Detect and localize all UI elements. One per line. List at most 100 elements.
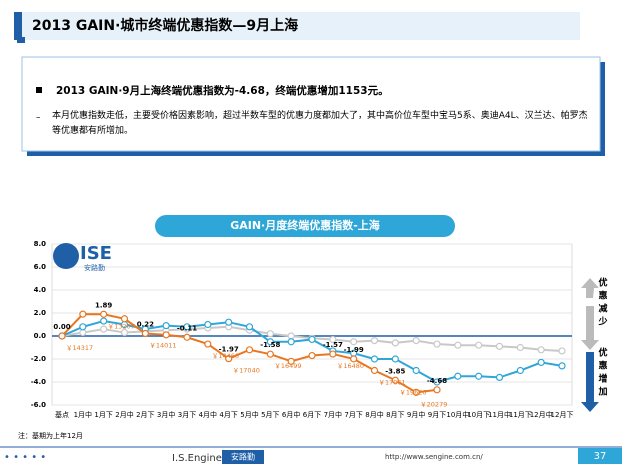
x-tick-label: 3月下 (178, 411, 196, 419)
side-label: 增 (598, 373, 607, 385)
price-label: ￥16480 (337, 362, 364, 370)
series-point (370, 366, 379, 375)
footer-brand-cn: 安路勤 (231, 452, 255, 462)
series-point (308, 351, 316, 360)
series-point (245, 346, 254, 354)
price-label: ￥17040 (233, 367, 260, 375)
header-dot (17, 37, 25, 43)
logo-globe (53, 243, 79, 269)
x-tick-label: 6月下 (303, 411, 321, 419)
side-label: 少 (597, 316, 607, 328)
point-label: -1.97 (219, 346, 239, 354)
series-point (100, 317, 108, 325)
series-point (183, 333, 191, 341)
series-point (162, 331, 170, 339)
point-label: -1.99 (344, 346, 364, 354)
series-point (350, 338, 358, 346)
x-tick-label: 1月下 (94, 411, 112, 419)
series-point (433, 340, 441, 348)
summary-detail: 本月优惠指数走低，主要受价格因素影响，超过半数车型的优惠力度都加大了，其中高价位… (52, 111, 588, 136)
series-point (433, 378, 441, 386)
x-tick-label: 10月中 (446, 410, 469, 419)
series-point (350, 355, 358, 363)
side-label: 加 (597, 386, 607, 398)
x-tick-label: 8月中 (365, 410, 383, 419)
series-point (287, 338, 295, 346)
series-point (558, 347, 566, 355)
x-tick-label: 8月下 (386, 411, 404, 419)
price-label: ￥19626 (399, 388, 426, 396)
y-tick-label: 4.0 (34, 286, 47, 294)
price-label: ￥13207 (108, 322, 135, 330)
chart-title: GAIN·月度终端优惠指数-上海 (230, 218, 380, 232)
x-tick-label: 2月下 (136, 411, 154, 419)
y-tick-label: 2.0 (34, 309, 47, 317)
footer-brand-bg (222, 450, 264, 464)
x-tick-label: 2月中 (115, 410, 133, 419)
series-point (391, 339, 399, 347)
point-label: 0.22 (137, 320, 154, 328)
header-title: 2013 GAIN·城市终端优惠指数—9月上海 (32, 17, 298, 34)
series-point (329, 350, 337, 358)
x-tick-label: 1月中 (74, 410, 92, 419)
series-point (266, 330, 274, 338)
series-point (516, 343, 524, 352)
series-point (308, 335, 316, 344)
page-number: 37 (594, 451, 607, 462)
x-tick-label: 9月下 (428, 411, 446, 419)
price-label: ￥14011 (149, 341, 176, 349)
footer-url: http://www.sengine.com.cn/ (385, 453, 483, 461)
y-tick-label: -6.0 (31, 401, 46, 409)
x-tick-label: 4月下 (219, 411, 237, 419)
y-tick-label: -4.0 (31, 378, 46, 386)
series-point (370, 355, 379, 363)
y-tick-label: -2.0 (31, 355, 46, 363)
down-arrow (581, 352, 599, 412)
series-point (412, 337, 420, 345)
series-point (225, 355, 233, 363)
series-point (162, 322, 170, 330)
series-point (100, 325, 108, 333)
x-tick-label: 9月中 (407, 410, 425, 419)
plot-area (51, 243, 573, 406)
logo-mark: ISE (80, 243, 112, 264)
dash: – (36, 113, 41, 123)
series-point (183, 323, 191, 331)
series-point (120, 315, 129, 323)
price-label: ￥14317 (66, 344, 93, 352)
series-point (141, 329, 149, 338)
x-tick-label: 6月中 (282, 410, 300, 419)
series-point (79, 323, 87, 331)
point-label: -1.58 (260, 341, 280, 349)
page-bg (578, 448, 622, 464)
side-label: 优 (598, 277, 607, 289)
price-label: ￥16499 (274, 362, 301, 370)
series-point (266, 338, 274, 346)
up-arrow (581, 278, 599, 298)
header-band (14, 12, 580, 40)
point-label: -0.11 (177, 324, 197, 332)
series-point (433, 386, 441, 394)
price-label: ￥20279 (420, 400, 447, 408)
logo-name: 安路勤 (84, 263, 105, 272)
summary-box (21, 56, 601, 152)
x-tick-label: 7月中 (324, 410, 342, 419)
series-point (266, 350, 274, 358)
x-tick-label: 5月中 (240, 410, 258, 419)
series-point (454, 341, 462, 349)
x-tick-label: 3月中 (157, 410, 175, 419)
footer-dots: • • • • • (4, 452, 46, 463)
series-point (120, 328, 129, 337)
series-point (475, 372, 483, 380)
note: 注：基期为上年12月 (18, 431, 83, 440)
y-tick-label: 0.0 (34, 332, 47, 340)
series-point (329, 335, 337, 344)
y-tick-label: 8.0 (34, 240, 47, 248)
series-point (391, 376, 399, 384)
series-point (454, 372, 462, 380)
x-tick-label: 11月中 (488, 410, 511, 419)
x-tick-label: 11月下 (509, 411, 532, 419)
x-tick-label: 12月下 (551, 411, 574, 419)
side-label: 减 (598, 303, 607, 315)
